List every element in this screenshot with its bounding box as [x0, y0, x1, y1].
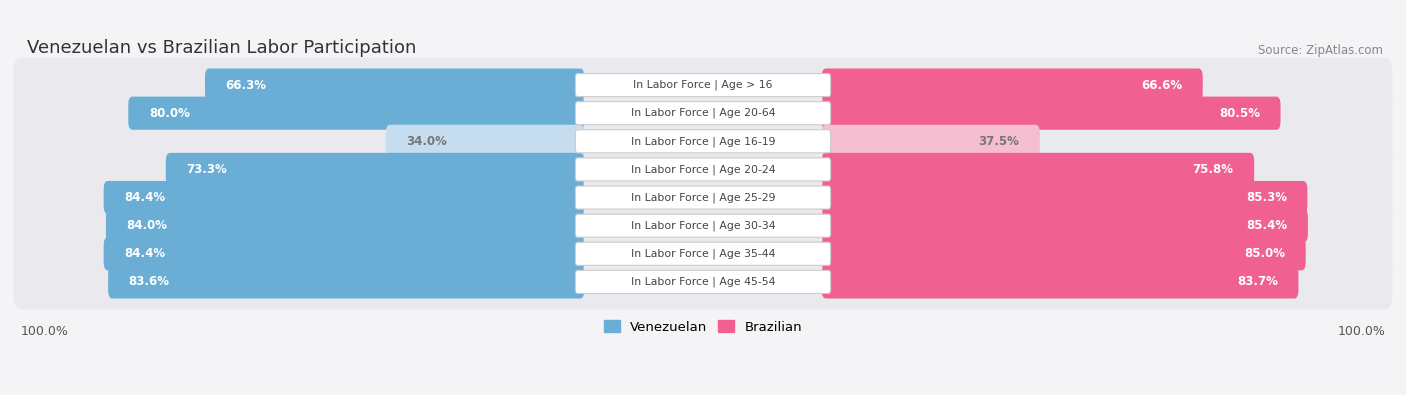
Text: 83.6%: 83.6%	[128, 275, 170, 288]
FancyBboxPatch shape	[821, 125, 1040, 158]
FancyBboxPatch shape	[575, 130, 831, 153]
Text: 85.3%: 85.3%	[1246, 191, 1286, 204]
Text: 84.4%: 84.4%	[124, 247, 166, 260]
Text: 84.4%: 84.4%	[124, 191, 166, 204]
FancyBboxPatch shape	[575, 214, 831, 237]
FancyBboxPatch shape	[821, 237, 1306, 271]
Text: In Labor Force | Age > 16: In Labor Force | Age > 16	[633, 80, 773, 90]
Text: 84.0%: 84.0%	[127, 219, 167, 232]
FancyBboxPatch shape	[575, 73, 831, 97]
FancyBboxPatch shape	[104, 181, 585, 214]
Text: 83.7%: 83.7%	[1237, 275, 1278, 288]
Text: In Labor Force | Age 20-24: In Labor Force | Age 20-24	[631, 164, 775, 175]
Legend: Venezuelan, Brazilian: Venezuelan, Brazilian	[599, 315, 807, 339]
Text: 73.3%: 73.3%	[186, 163, 226, 176]
FancyBboxPatch shape	[14, 58, 1392, 112]
Text: In Labor Force | Age 25-29: In Labor Force | Age 25-29	[631, 192, 775, 203]
FancyBboxPatch shape	[166, 153, 585, 186]
Text: 66.3%: 66.3%	[225, 79, 267, 92]
Text: 85.0%: 85.0%	[1244, 247, 1285, 260]
FancyBboxPatch shape	[821, 181, 1308, 214]
Text: 85.4%: 85.4%	[1246, 219, 1288, 232]
Text: 37.5%: 37.5%	[979, 135, 1019, 148]
Text: 75.8%: 75.8%	[1192, 163, 1233, 176]
FancyBboxPatch shape	[575, 186, 831, 209]
FancyBboxPatch shape	[821, 97, 1281, 130]
Text: In Labor Force | Age 16-19: In Labor Force | Age 16-19	[631, 136, 775, 147]
FancyBboxPatch shape	[14, 114, 1392, 169]
Text: In Labor Force | Age 30-34: In Labor Force | Age 30-34	[631, 220, 775, 231]
Text: Source: ZipAtlas.com: Source: ZipAtlas.com	[1258, 45, 1384, 58]
FancyBboxPatch shape	[205, 68, 585, 102]
FancyBboxPatch shape	[385, 125, 585, 158]
FancyBboxPatch shape	[128, 97, 585, 130]
FancyBboxPatch shape	[821, 265, 1298, 299]
Text: In Labor Force | Age 35-44: In Labor Force | Age 35-44	[631, 248, 775, 259]
FancyBboxPatch shape	[575, 242, 831, 265]
FancyBboxPatch shape	[14, 255, 1392, 309]
FancyBboxPatch shape	[108, 265, 585, 299]
FancyBboxPatch shape	[575, 102, 831, 125]
Text: Venezuelan vs Brazilian Labor Participation: Venezuelan vs Brazilian Labor Participat…	[27, 40, 416, 58]
Text: 34.0%: 34.0%	[406, 135, 447, 148]
FancyBboxPatch shape	[821, 209, 1308, 242]
FancyBboxPatch shape	[14, 86, 1392, 141]
FancyBboxPatch shape	[14, 198, 1392, 253]
FancyBboxPatch shape	[14, 170, 1392, 225]
Text: 100.0%: 100.0%	[1337, 325, 1385, 338]
FancyBboxPatch shape	[821, 153, 1254, 186]
FancyBboxPatch shape	[104, 237, 585, 271]
FancyBboxPatch shape	[575, 158, 831, 181]
FancyBboxPatch shape	[14, 142, 1392, 197]
Text: 100.0%: 100.0%	[21, 325, 69, 338]
FancyBboxPatch shape	[105, 209, 585, 242]
Text: 80.0%: 80.0%	[149, 107, 190, 120]
Text: 66.6%: 66.6%	[1142, 79, 1182, 92]
FancyBboxPatch shape	[575, 271, 831, 293]
Text: In Labor Force | Age 20-64: In Labor Force | Age 20-64	[631, 108, 775, 118]
FancyBboxPatch shape	[821, 68, 1202, 102]
Text: 80.5%: 80.5%	[1219, 107, 1260, 120]
Text: In Labor Force | Age 45-54: In Labor Force | Age 45-54	[631, 276, 775, 287]
FancyBboxPatch shape	[14, 226, 1392, 281]
